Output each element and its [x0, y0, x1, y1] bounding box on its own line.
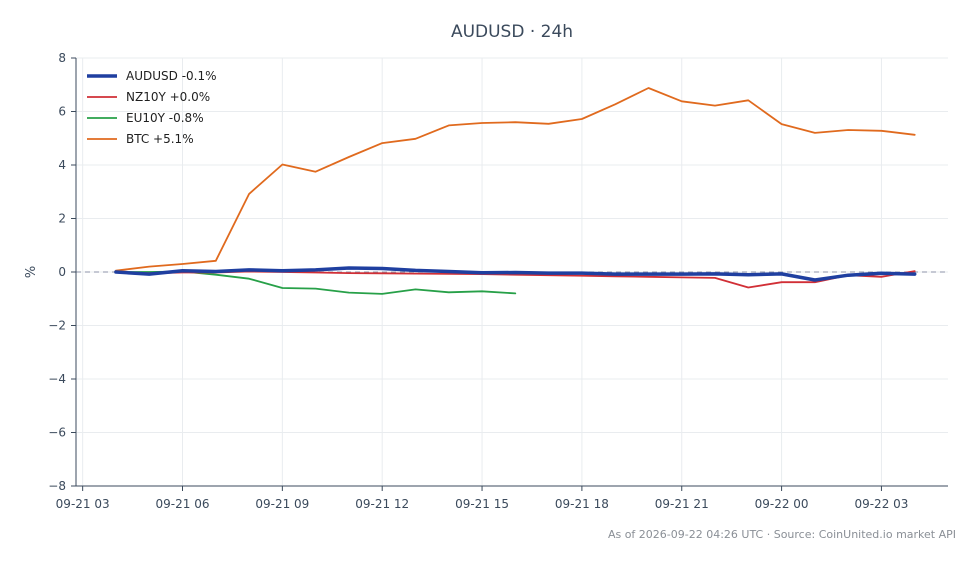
x-ticks: 09-21 03 09-21 06 09-21 09 09-21 12 09-21 15…: [56, 486, 908, 511]
y-tick-label: −4: [48, 372, 66, 386]
legend-label: AUDUSD -0.1%: [126, 69, 217, 83]
legend: AUDUSD -0.1% NZ10Y +0.0% EU10Y -0.8% BTC +5…: [87, 69, 217, 146]
y-tick-label: 6: [58, 105, 66, 119]
series-layer: [114, 87, 917, 295]
y-tick-label: −8: [48, 479, 66, 493]
x-tick-label: 09-21 12: [355, 497, 409, 511]
x-tick-label: 09-21 06: [156, 497, 210, 511]
y-tick-label: −6: [48, 426, 66, 440]
footer-note: As of 2026-09-22 04:26 UTC · Source: Coi…: [608, 528, 956, 541]
y-tick-label: 2: [58, 212, 66, 226]
x-tick-label: 09-21 15: [455, 497, 509, 511]
y-tick-label: −2: [48, 319, 66, 333]
y-tick-label: 0: [58, 265, 66, 279]
x-tick-label: 09-21 18: [555, 497, 609, 511]
chart-title: AUDUSD · 24h: [451, 22, 573, 42]
legend-label: EU10Y -0.8%: [126, 111, 204, 125]
series-line-2: [115, 270, 517, 295]
y-ticks: −8 −6 −4 −2 0 2 4 6 8: [48, 51, 76, 493]
x-tick-label: 09-22 03: [854, 497, 908, 511]
legend-label: NZ10Y +0.0%: [126, 90, 210, 104]
series-line-3: [115, 87, 916, 272]
y-tick-label: 4: [58, 158, 66, 172]
series-line-0: [114, 266, 917, 282]
x-tick-label: 09-21 21: [655, 497, 709, 511]
legend-label: BTC +5.1%: [126, 132, 194, 146]
x-tick-label: 09-22 00: [755, 497, 809, 511]
x-tick-label: 09-21 09: [255, 497, 309, 511]
y-axis-label: %: [24, 266, 39, 278]
y-tick-label: 8: [58, 51, 66, 65]
x-tick-label: 09-21 03: [56, 497, 110, 511]
